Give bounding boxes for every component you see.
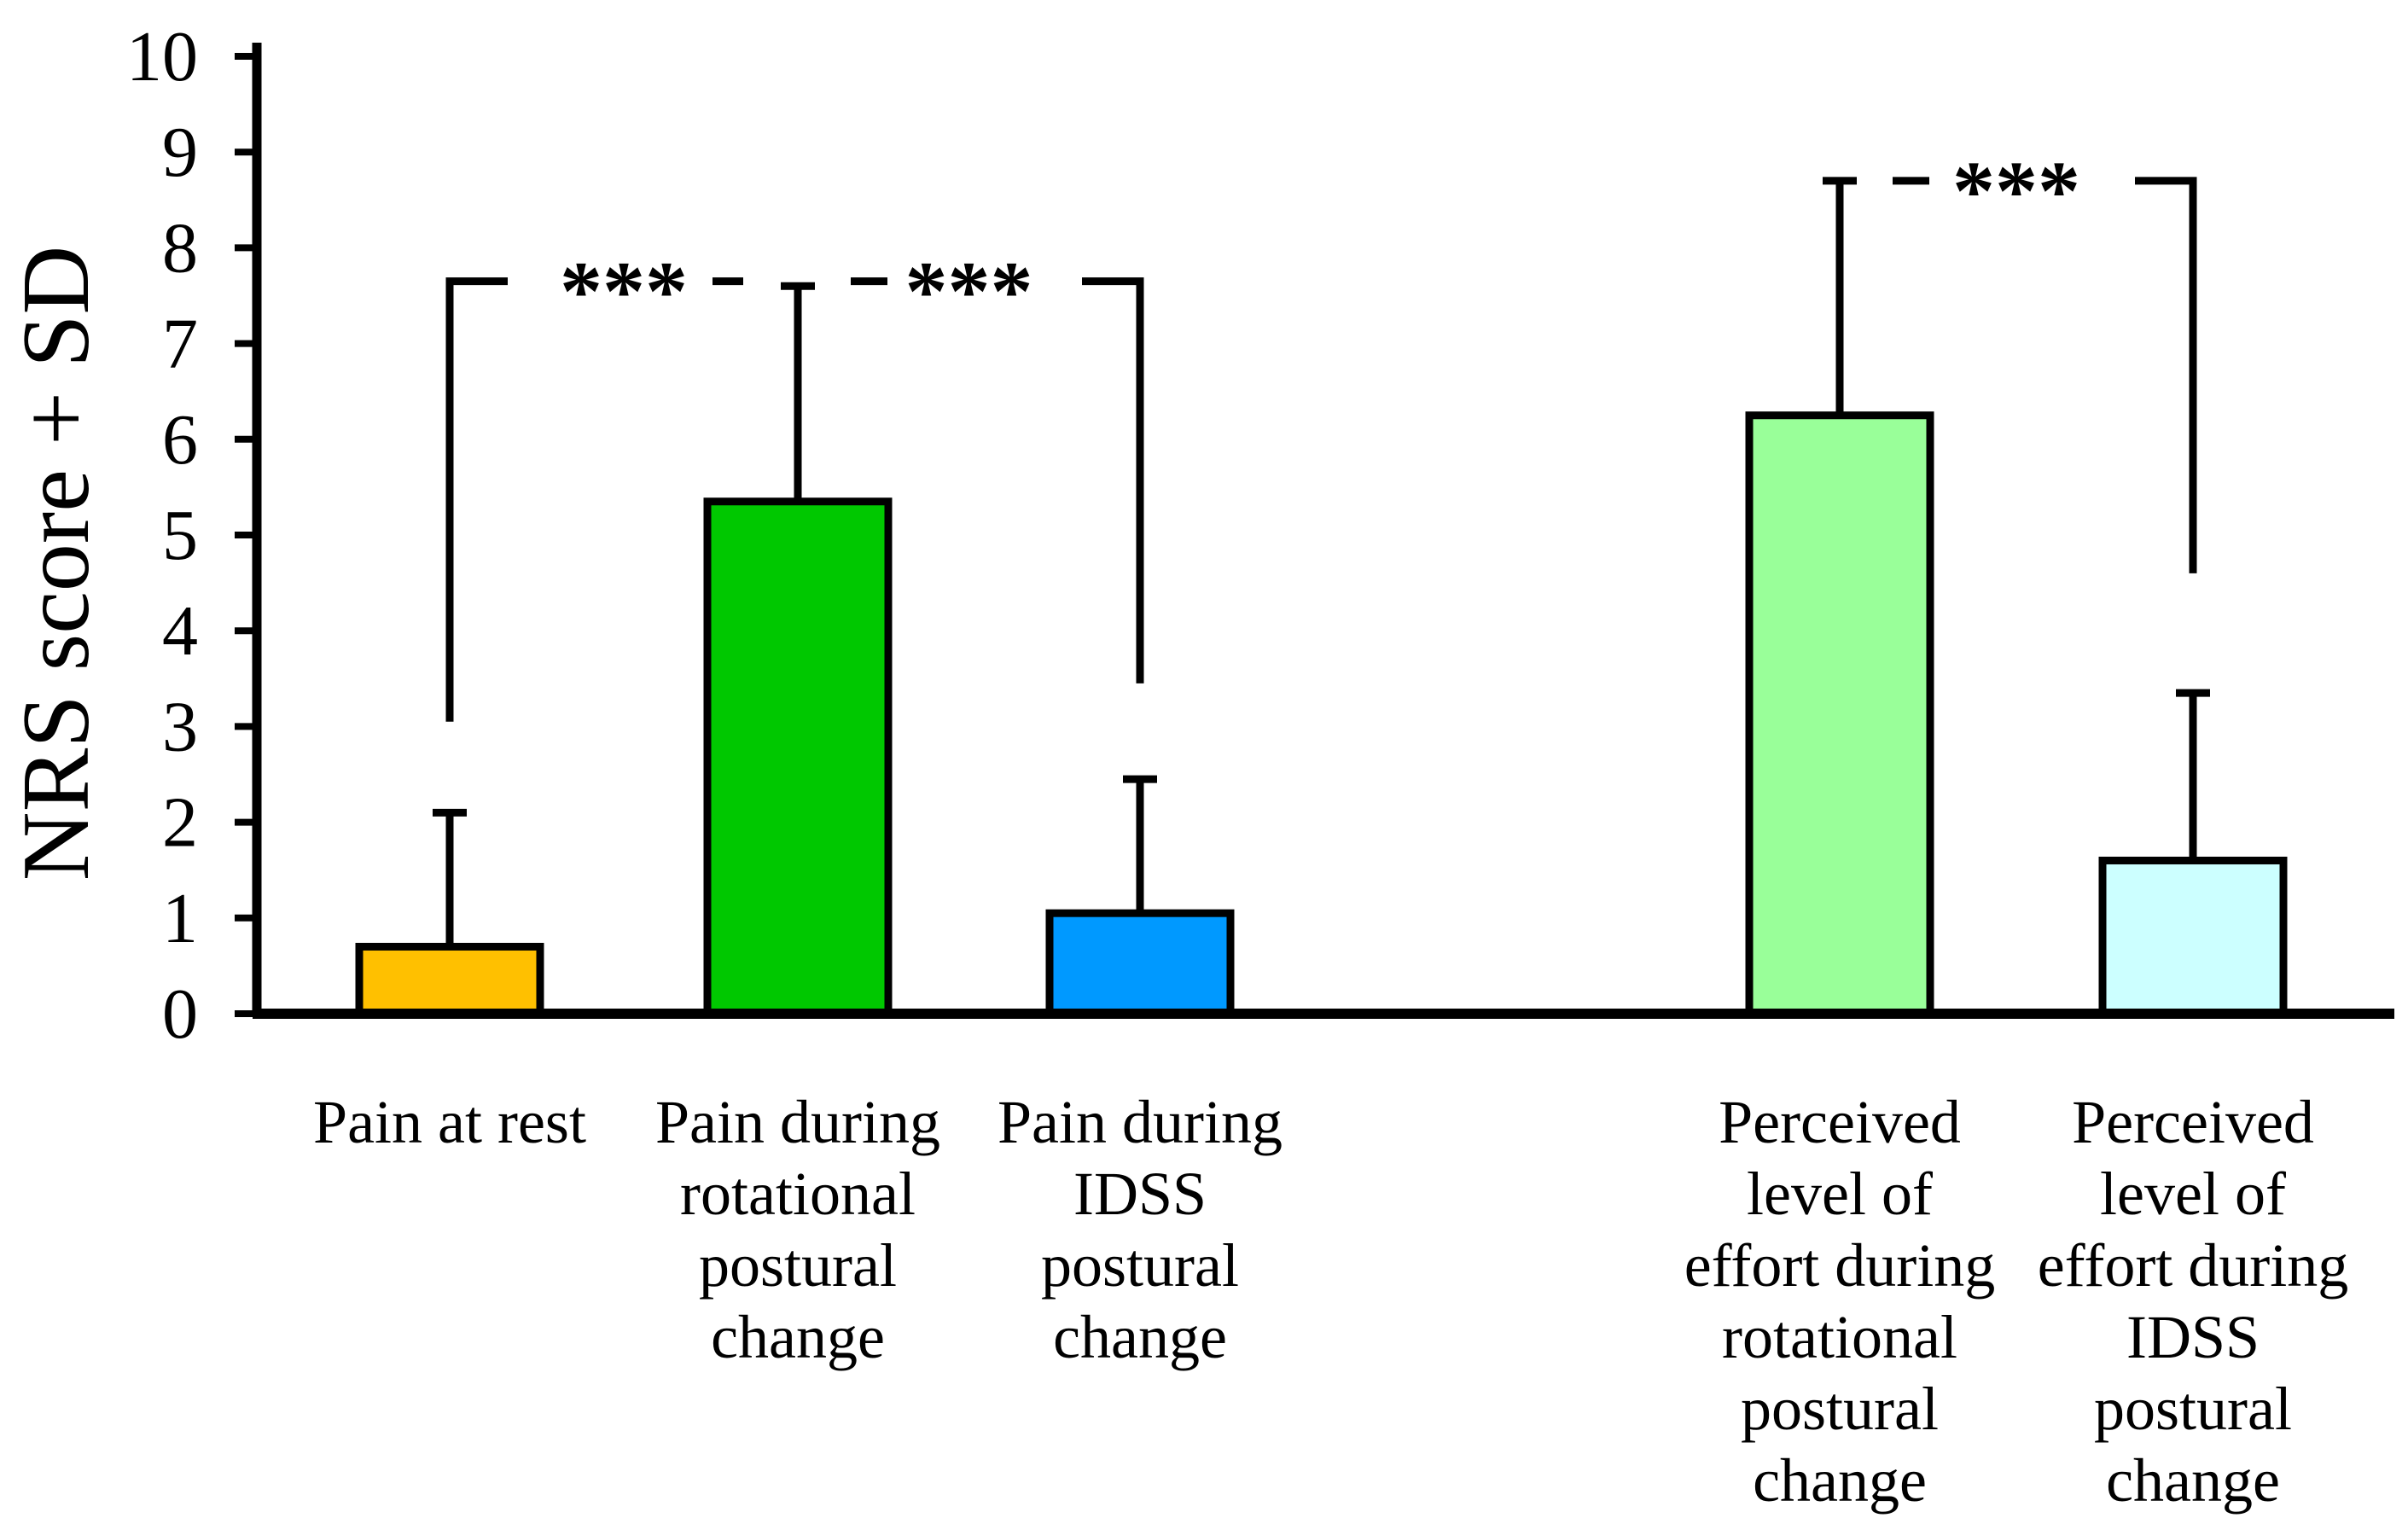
x-label-line: effort during [1684, 1231, 1996, 1300]
bar-pain-during-rotational-postural-change [703, 497, 893, 1018]
x-label-perceived-level-of-effort-during-idss-postural-change: Perceived level of effort during IDSS postur… [2038, 1088, 2349, 1515]
y-tick-label-8: 8 [162, 208, 198, 288]
x-label-perceived-level-of-effort-during-rotational-postural-change: Perceived level of effort during rotational… [1684, 1088, 1996, 1515]
x-label-line: IDSS [2126, 1303, 2260, 1371]
y-tick-label-4: 4 [162, 591, 198, 671]
sig-label-2: *** [905, 244, 1033, 339]
x-label-line: level of [1747, 1160, 1933, 1228]
x-label-pain-during-rotational-postural-change: Pain during rotational postural change [655, 1088, 940, 1371]
y-tick-label-10: 10 [126, 17, 198, 96]
x-label-line: postural [2094, 1375, 2292, 1443]
y-tick-label-1: 1 [162, 879, 198, 958]
x-label-line: change [2106, 1446, 2280, 1515]
y-tick-label-2: 2 [162, 783, 198, 863]
y-tick-label-5: 5 [162, 496, 198, 575]
x-label-line: Perceived [1719, 1088, 1961, 1156]
x-label-line: change [1753, 1446, 1927, 1515]
x-label-line: Pain during [998, 1088, 1283, 1156]
x-label-line: rotational [1722, 1303, 1957, 1371]
sig-label-3: *** [1952, 143, 2080, 238]
x-label-line: change [1053, 1303, 1227, 1371]
bar-perceived-level-of-effort-during-rotational-postural-change [1745, 411, 1934, 1018]
x-label-line: level of [2100, 1160, 2286, 1228]
x-label-pain-during-idss-postural-change: Pain during IDSS postural change [998, 1088, 1283, 1371]
axes-layer: 0 1 2 3 4 5 6 7 8 9 10 [126, 17, 2394, 1054]
y-tick-label-3: 3 [162, 687, 198, 766]
y-tick-label-7: 7 [162, 305, 198, 384]
bar-pain-during-idss-postural-change [1045, 909, 1235, 1018]
sig-label-1: *** [560, 244, 688, 339]
bar-perceived-level-of-effort-during-idss-postural-change [2098, 856, 2288, 1018]
x-axis-labels-layer: Pain at rest Pain during rotational postura… [313, 1088, 2348, 1515]
x-label-line: Perceived [2072, 1088, 2314, 1156]
x-label-line: postural [699, 1231, 897, 1300]
y-tick-label-6: 6 [162, 400, 198, 480]
y-axis-title: NRS score + SD [3, 246, 109, 881]
y-tick-label-9: 9 [162, 113, 198, 192]
x-label-line: rotational [680, 1160, 916, 1228]
error-bars-layer [433, 177, 2210, 947]
x-label-line: postural [1041, 1231, 1239, 1300]
x-label-line: IDSS [1073, 1160, 1207, 1228]
x-label-line: Pain at rest [313, 1088, 586, 1156]
x-label-pain-at-rest: Pain at rest [313, 1088, 586, 1156]
significance-layer: *** *** *** [445, 143, 2197, 722]
bars-layer [355, 411, 2288, 1018]
x-label-line: Pain during [655, 1088, 940, 1156]
x-label-line: effort during [2038, 1231, 2349, 1300]
x-label-line: change [711, 1303, 885, 1371]
x-label-line: postural [1741, 1375, 1939, 1443]
y-tick-label-0: 0 [162, 974, 198, 1054]
bar-pain-at-rest [355, 942, 544, 1018]
